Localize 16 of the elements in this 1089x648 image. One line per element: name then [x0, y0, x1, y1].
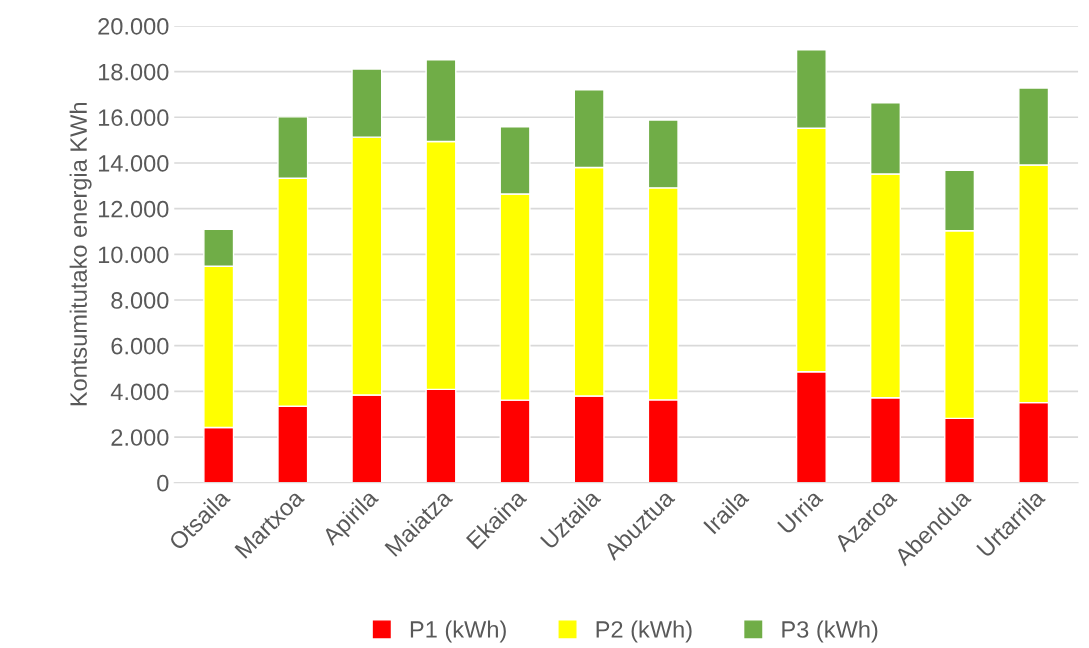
legend-label: P2 (kWh)	[596, 620, 692, 643]
legend-label: P3 (kWh)	[782, 620, 878, 643]
y-tick-label: 4.000	[110, 383, 169, 401]
y-tick-label: 10.000	[98, 246, 169, 264]
y-tick-label: 20.000	[98, 17, 169, 35]
y-axis-title: Kontsumitutako energia KWh	[69, 102, 92, 406]
y-tick-label: 6.000	[111, 337, 169, 355]
y-tick-label: 16.000	[98, 109, 169, 127]
y-tick-label: 8.000	[111, 292, 169, 309]
y-tick-label: 2.000	[111, 429, 169, 446]
y-tick-label: 0	[157, 474, 169, 492]
y-tick-label: 14.000	[98, 155, 169, 172]
legend-label: P1 (kWh)	[410, 620, 506, 643]
x-tick-label: Urria	[776, 487, 824, 535]
y-tick-label: 12.000	[98, 200, 169, 218]
y-tick-label: 18.000	[98, 63, 169, 81]
